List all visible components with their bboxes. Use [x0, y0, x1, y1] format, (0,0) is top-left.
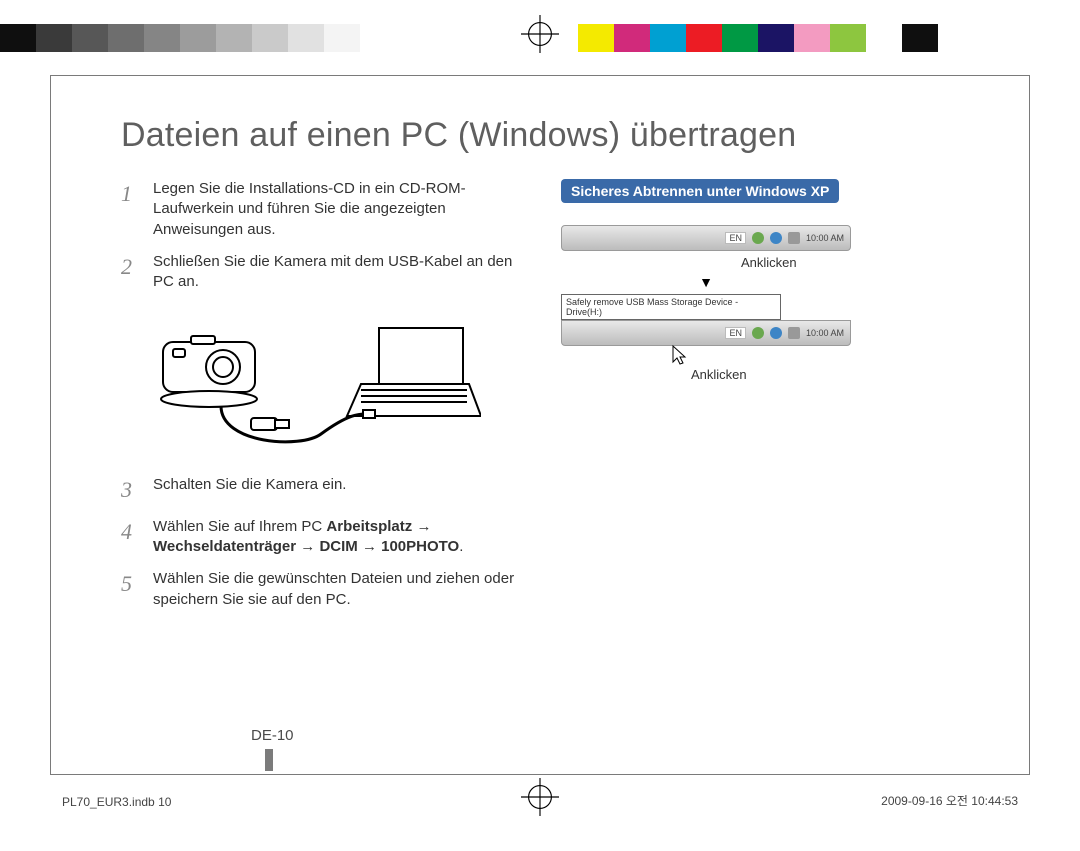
color-swatch: [578, 24, 614, 52]
step-text: Schalten Sie die Kamera ein.: [153, 475, 346, 505]
color-swatch: [686, 24, 722, 52]
tray-icon: [788, 232, 800, 244]
step-number: 4: [121, 517, 139, 558]
step-number: 3: [121, 475, 139, 505]
color-swatch: [360, 24, 520, 52]
clock-label: 10:00 AM: [806, 328, 844, 338]
manual-page: Dateien auf einen PC (Windows) übertrage…: [50, 75, 1030, 775]
color-swatch: [866, 24, 902, 52]
color-swatch: [216, 24, 252, 52]
tray-icon: [788, 327, 800, 339]
taskbar-screenshot-2: Safely remove USB Mass Storage Device - …: [561, 294, 851, 373]
steps-column: 1 Legen Sie die Installations-CD in ein …: [121, 179, 521, 622]
step-text: Legen Sie die Installations-CD in ein CD…: [153, 179, 521, 240]
color-swatch: [650, 24, 686, 52]
step-1: 1 Legen Sie die Installations-CD in ein …: [121, 179, 521, 240]
step-text: Wählen Sie auf Ihrem PC Arbeitsplatz → W…: [153, 517, 521, 558]
footer-timestamp: 2009-09-16 오전 10:44:53: [881, 792, 1018, 809]
down-arrow-icon: ▼: [561, 274, 851, 290]
color-swatch: [252, 24, 288, 52]
clock-label: 10:00 AM: [806, 233, 844, 243]
registration-mark-bottom: [521, 778, 559, 816]
color-swatch: [614, 24, 650, 52]
color-swatch: [36, 24, 72, 52]
color-swatch: [0, 24, 36, 52]
language-indicator: EN: [725, 232, 746, 244]
registration-mark-top: [521, 15, 559, 53]
color-swatch: [830, 24, 866, 52]
tray-icon: [752, 232, 764, 244]
info-column: Sicheres Abtrennen unter Windows XP EN 1…: [561, 179, 921, 622]
language-indicator: EN: [725, 327, 746, 339]
info-badge: Sicheres Abtrennen unter Windows XP: [561, 179, 839, 203]
step-text: Wählen Sie die gewünschten Dateien und z…: [153, 569, 521, 610]
color-swatch: [794, 24, 830, 52]
color-swatch: [180, 24, 216, 52]
step-text: Schließen Sie die Kamera mit dem USB-Kab…: [153, 252, 521, 293]
page-number: DE-10: [251, 727, 294, 744]
tray-icon: [770, 232, 782, 244]
tray-icon: [770, 327, 782, 339]
anklicken-label: Anklicken: [741, 255, 921, 270]
color-swatch: [722, 24, 758, 52]
safely-remove-balloon: Safely remove USB Mass Storage Device - …: [561, 294, 781, 320]
cursor-icon: [671, 344, 689, 366]
step-number: 5: [121, 569, 139, 610]
color-swatch: [902, 24, 938, 52]
color-swatch: [758, 24, 794, 52]
tray-icon: [752, 327, 764, 339]
step-5: 5 Wählen Sie die gewünschten Dateien und…: [121, 569, 521, 610]
anklicken-label: Anklicken: [691, 367, 921, 382]
step-number: 1: [121, 179, 139, 240]
step-number: 2: [121, 252, 139, 293]
taskbar-screenshot-1: EN 10:00 AM: [561, 225, 851, 251]
camera-laptop-illustration: [151, 314, 481, 454]
color-swatch: [288, 24, 324, 52]
footer-filename: PL70_EUR3.indb 10: [62, 795, 171, 809]
step-4: 4 Wählen Sie auf Ihrem PC Arbeitsplatz →…: [121, 517, 521, 558]
color-swatch: [72, 24, 108, 52]
page-title: Dateien auf einen PC (Windows) übertrage…: [121, 116, 979, 155]
color-swatch: [144, 24, 180, 52]
step-3: 3 Schalten Sie die Kamera ein.: [121, 475, 521, 505]
color-swatch: [324, 24, 360, 52]
color-swatch: [108, 24, 144, 52]
step-2: 2 Schließen Sie die Kamera mit dem USB-K…: [121, 252, 521, 293]
